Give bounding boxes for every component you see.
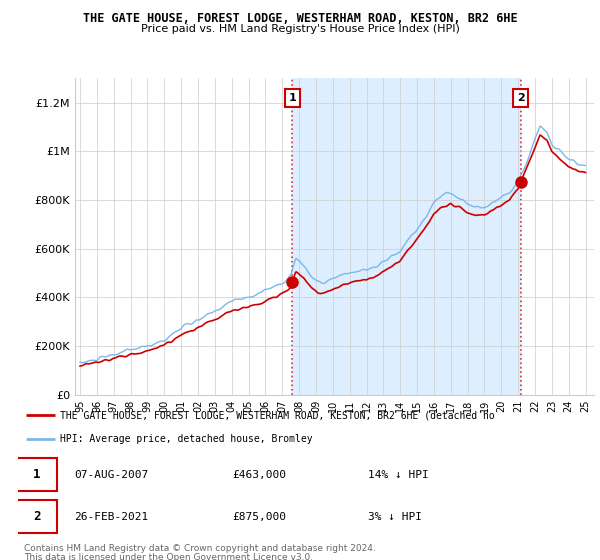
Text: This data is licensed under the Open Government Licence v3.0.: This data is licensed under the Open Gov… (24, 553, 313, 560)
Text: 3% ↓ HPI: 3% ↓ HPI (368, 512, 422, 521)
FancyBboxPatch shape (15, 500, 58, 533)
Text: £875,000: £875,000 (232, 512, 286, 521)
Bar (292, 78, 521, 395)
FancyBboxPatch shape (15, 458, 58, 491)
Text: Contains HM Land Registry data © Crown copyright and database right 2024.: Contains HM Land Registry data © Crown c… (24, 544, 376, 553)
Text: THE GATE HOUSE, FOREST LODGE, WESTERHAM ROAD, KESTON, BR2 6HE (detached ho: THE GATE HOUSE, FOREST LODGE, WESTERHAM … (60, 410, 495, 420)
Text: THE GATE HOUSE, FOREST LODGE, WESTERHAM ROAD, KESTON, BR2 6HE: THE GATE HOUSE, FOREST LODGE, WESTERHAM … (83, 12, 517, 25)
Text: Price paid vs. HM Land Registry's House Price Index (HPI): Price paid vs. HM Land Registry's House … (140, 24, 460, 34)
Text: 2: 2 (33, 510, 40, 523)
Text: 1: 1 (289, 93, 296, 103)
Text: 1: 1 (33, 468, 40, 481)
Text: 2: 2 (517, 93, 524, 103)
Text: 07-AUG-2007: 07-AUG-2007 (74, 470, 149, 479)
Text: HPI: Average price, detached house, Bromley: HPI: Average price, detached house, Brom… (60, 434, 313, 444)
Text: 14% ↓ HPI: 14% ↓ HPI (368, 470, 428, 479)
Text: £463,000: £463,000 (232, 470, 286, 479)
Text: 26-FEB-2021: 26-FEB-2021 (74, 512, 149, 521)
